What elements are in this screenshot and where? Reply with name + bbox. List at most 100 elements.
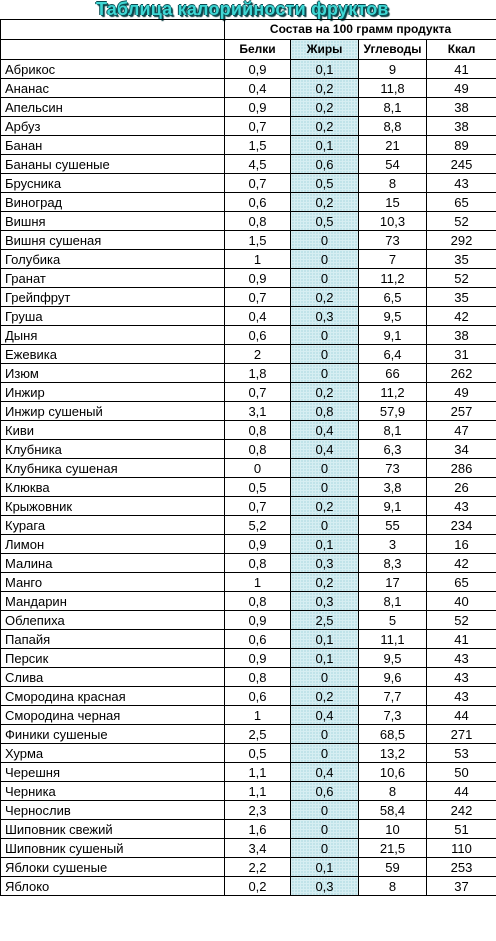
column-header-kcal: Ккал [425,39,496,60]
kcal-cell: 43 [425,667,496,687]
carbs-cell: 10 [358,819,427,839]
fruit-name-cell: Ежевика [0,344,225,364]
carbs-cell: 21,5 [358,838,427,858]
kcal-cell: 43 [425,496,496,516]
carbs-cell: 11,2 [358,382,427,402]
carbs-cell: 10,6 [358,762,427,782]
fat-cell: 0 [290,230,359,250]
carbs-cell: 8,3 [358,553,427,573]
table-row: Смородина черная 1 0,4 7,3 44 [0,705,496,725]
carbs-cell: 15 [358,192,427,212]
carbs-cell: 66 [358,363,427,383]
kcal-cell: 286 [425,458,496,478]
fat-cell: 0 [290,800,359,820]
fruit-name-cell: Шиповник сушеный [0,838,225,858]
protein-cell: 0,7 [224,116,291,136]
column-header-protein: Белки [224,39,291,60]
column-header-fat: Жиры [290,39,359,60]
fruit-name-cell: Смородина черная [0,705,225,725]
carbs-cell: 5 [358,610,427,630]
fat-cell: 0 [290,667,359,687]
carbs-cell: 3 [358,534,427,554]
fat-cell: 0 [290,268,359,288]
table-row: Ананас 0,4 0,2 11,8 49 [0,78,496,98]
fruit-name-cell: Инжир сушеный [0,401,225,421]
column-header-carbs: Углеводы [358,39,427,60]
fat-cell: 0,2 [290,287,359,307]
protein-cell: 2,2 [224,857,291,877]
table-row: Грейпфрут 0,7 0,2 6,5 35 [0,287,496,307]
carbs-cell: 6,3 [358,439,427,459]
fruit-name-cell: Апельсин [0,97,225,117]
fruit-name-cell: Клубника сушеная [0,458,225,478]
carbs-cell: 68,5 [358,724,427,744]
carbs-cell: 10,3 [358,211,427,231]
protein-cell: 0,5 [224,477,291,497]
kcal-cell: 52 [425,211,496,231]
table-row: Арбуз 0,7 0,2 8,8 38 [0,116,496,136]
fat-cell: 0 [290,477,359,497]
fat-cell: 0,1 [290,857,359,877]
table-row: Мандарин 0,8 0,3 8,1 40 [0,591,496,611]
carbs-cell: 9,5 [358,648,427,668]
kcal-cell: 42 [425,306,496,326]
kcal-cell: 262 [425,363,496,383]
fat-cell: 0,1 [290,648,359,668]
protein-cell: 0,7 [224,496,291,516]
protein-cell: 0,6 [224,325,291,345]
table-row: Банан 1,5 0,1 21 89 [0,135,496,155]
kcal-cell: 26 [425,477,496,497]
table-row: Смородина красная 0,6 0,2 7,7 43 [0,686,496,706]
table-row: Гранат 0,9 0 11,2 52 [0,268,496,288]
fruit-name-cell: Виноград [0,192,225,212]
protein-cell: 0,8 [224,553,291,573]
kcal-cell: 234 [425,515,496,535]
fruit-name-cell: Брусника [0,173,225,193]
kcal-cell: 65 [425,192,496,212]
fat-cell: 0 [290,838,359,858]
protein-cell: 0,4 [224,306,291,326]
kcal-cell: 38 [425,97,496,117]
kcal-cell: 245 [425,154,496,174]
protein-cell: 0,6 [224,192,291,212]
calorie-table: Состав на 100 грамм продукта Белки Жиры … [0,19,496,896]
protein-cell: 0 [224,458,291,478]
table-row: Шиповник свежий 1,6 0 10 51 [0,819,496,839]
carbs-cell: 8 [358,781,427,801]
table-row: Клюква 0,5 0 3,8 26 [0,477,496,497]
carbs-cell: 73 [358,458,427,478]
table-row: Яблоки сушеные 2,2 0,1 59 253 [0,857,496,877]
fat-cell: 0 [290,363,359,383]
table-row: Манго 1 0,2 17 65 [0,572,496,592]
table-row: Хурма 0,5 0 13,2 53 [0,743,496,763]
fat-cell: 0,3 [290,876,359,896]
fruit-name-cell: Дыня [0,325,225,345]
kcal-cell: 52 [425,268,496,288]
kcal-cell: 31 [425,344,496,364]
protein-cell: 1,5 [224,230,291,250]
kcal-cell: 47 [425,420,496,440]
fruit-name-cell: Чернослив [0,800,225,820]
page-title: Таблица калорийности фруктов [96,0,389,19]
kcal-cell: 110 [425,838,496,858]
table-row: Вишня 0,8 0,5 10,3 52 [0,211,496,231]
fat-cell: 0,2 [290,572,359,592]
fruit-name-cell: Хурма [0,743,225,763]
fat-cell: 0,3 [290,306,359,326]
fruit-name-cell: Крыжовник [0,496,225,516]
table-row: Черешня 1,1 0,4 10,6 50 [0,762,496,782]
table-row: Крыжовник 0,7 0,2 9,1 43 [0,496,496,516]
protein-cell: 0,6 [224,629,291,649]
fruit-name-cell: Черешня [0,762,225,782]
table-row: Виноград 0,6 0,2 15 65 [0,192,496,212]
protein-cell: 0,8 [224,591,291,611]
protein-cell: 0,9 [224,97,291,117]
carbs-cell: 8,1 [358,420,427,440]
fat-cell: 0,5 [290,173,359,193]
carbs-cell: 3,8 [358,477,427,497]
fruit-name-cell: Курага [0,515,225,535]
kcal-cell: 50 [425,762,496,782]
table-row: Инжир сушеный 3,1 0,8 57,9 257 [0,401,496,421]
kcal-cell: 253 [425,857,496,877]
fruit-name-cell: Вишня сушеная [0,230,225,250]
